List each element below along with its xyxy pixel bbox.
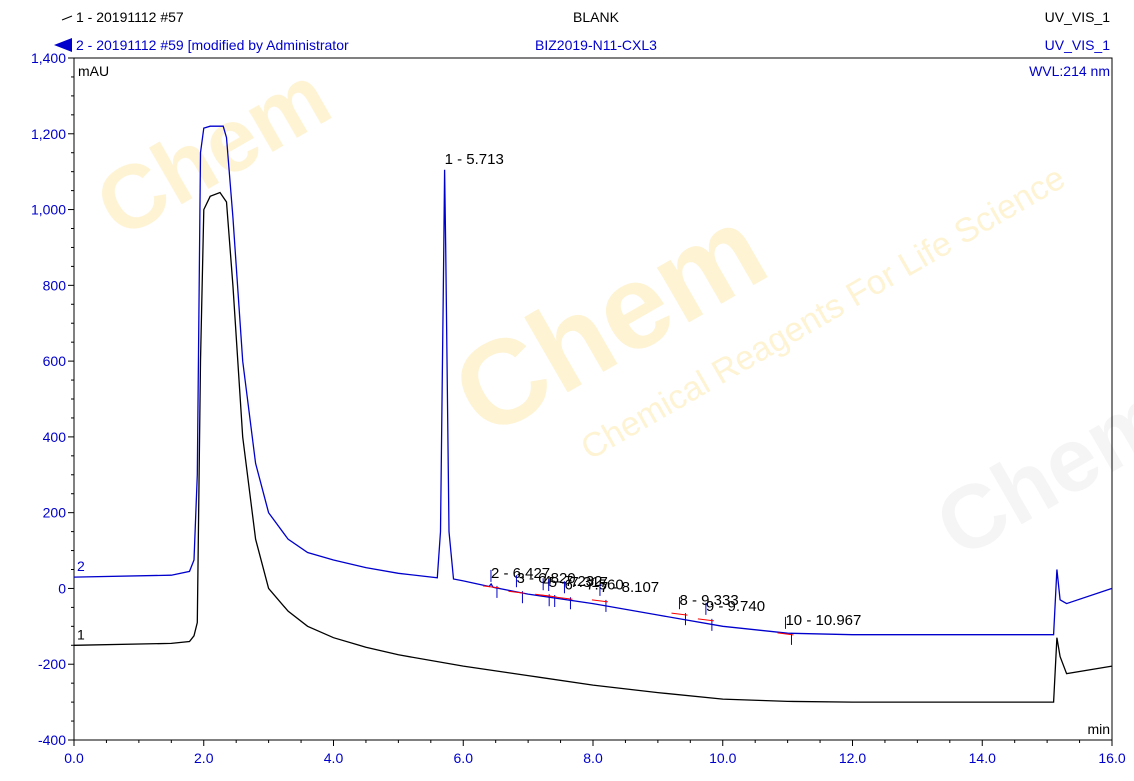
trace-label-1: 1 (77, 626, 85, 642)
channel-label-2: UV_VIS_1 (1045, 37, 1111, 53)
wavelength-label: WVL:214 nm (1029, 63, 1110, 79)
peak-baseline (591, 599, 609, 603)
peak-baseline (697, 618, 714, 622)
watermark: Chem Chemical Reagents For Life Science … (80, 46, 1134, 578)
peak-baseline (540, 594, 557, 598)
x-tick-label: 14.0 (969, 750, 996, 766)
legend-marker-1 (61, 15, 73, 21)
y-tick-label: 800 (43, 277, 67, 293)
watermark-mark: Chem (920, 366, 1134, 578)
peak-baseline (777, 632, 794, 636)
y-tick-label: -200 (38, 656, 66, 672)
x-tick-label: 10.0 (709, 750, 736, 766)
peak-label: 3 - 6.820 (516, 570, 575, 587)
x-axis-unit: min (1087, 721, 1110, 737)
y-axis-unit: mAU (78, 63, 109, 79)
peak-label: 7 - 8.107 (600, 579, 659, 596)
x-tick-label: 16.0 (1098, 750, 1125, 766)
x-tick-label: 0.0 (64, 750, 84, 766)
y-tick-label: 200 (43, 505, 67, 521)
peak-baseline (508, 590, 525, 594)
peak-baseline (482, 585, 500, 589)
chart-header: 1 - 20191112 #57 2 - 20191112 #59 [modif… (54, 9, 1110, 737)
y-tick-label: 0 (58, 580, 66, 596)
y-tick-label: 1,000 (31, 202, 66, 218)
y-tick-label: 400 (43, 429, 67, 445)
peak-label: 8 - 9.333 (679, 592, 738, 609)
y-tick-label: -400 (38, 732, 66, 748)
y-tick-label: 1,200 (31, 126, 66, 142)
x-tick-label: 12.0 (839, 750, 866, 766)
y-tick-label: 600 (43, 353, 67, 369)
legend-entry-1: 1 - 20191112 #57 (76, 9, 184, 25)
y-tick-label: 1,400 (31, 50, 66, 66)
peak-label: 6 - 7.560 (564, 576, 623, 593)
x-tick-label: 4.0 (324, 750, 344, 766)
series-line-2 (73, 125, 1113, 636)
peak-label: 2 - 6.427 (491, 565, 550, 582)
series-line-1 (73, 191, 1113, 703)
sample-name: BLANK (573, 9, 620, 25)
axes: 0.0 2.0 4.0 6.0 8.0 10.0 12.0 14.0 16.0 -400 -200 0… (31, 50, 1126, 766)
x-tick-label: 2.0 (194, 750, 214, 766)
series-layer: 12 (73, 125, 1113, 703)
x-tick-label: 6.0 (454, 750, 474, 766)
peak-label: 9 - 9.740 (706, 598, 765, 615)
peak-label: 10 - 10.967 (785, 612, 861, 629)
peak-label: 4 - 7.232 (543, 573, 602, 590)
peak-baseline (556, 596, 573, 600)
peak-baseline (671, 612, 688, 616)
trace-label-2: 2 (77, 558, 85, 574)
watermark-mark: Chem (80, 46, 347, 258)
legend-marker-2 (54, 38, 72, 52)
x-tick-label: 8.0 (583, 750, 603, 766)
channel-label-1: UV_VIS_1 (1045, 9, 1111, 25)
legend-entry-2: 2 - 20191112 #59 [modified by Administra… (76, 37, 349, 53)
sample-id: BIZ2019-N11-CXL3 (535, 37, 657, 53)
peak-label: 1 - 5.713 (445, 151, 504, 168)
peak-label: 5 - 7.317 (549, 574, 608, 591)
